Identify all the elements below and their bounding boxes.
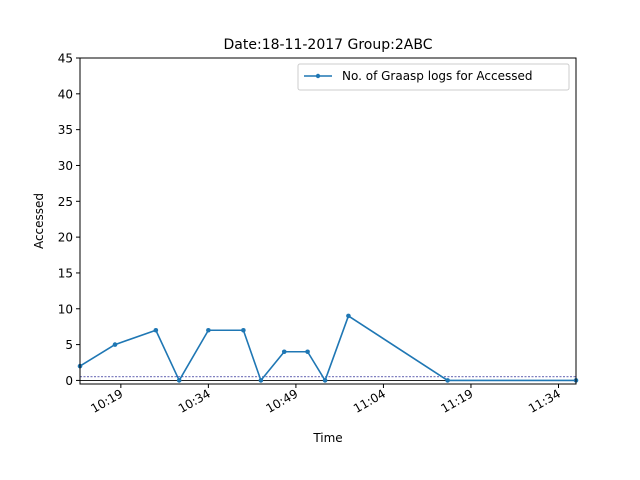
data-point-11 bbox=[445, 378, 450, 383]
y-tick-label: 15 bbox=[58, 266, 73, 280]
y-tick-label: 30 bbox=[58, 159, 73, 173]
legend-point-marker bbox=[315, 73, 321, 79]
y-tick-label: 20 bbox=[58, 231, 73, 245]
data-point-5 bbox=[241, 327, 246, 333]
y-tick-label: 40 bbox=[58, 87, 73, 101]
data-point-1 bbox=[112, 342, 118, 347]
legend-box bbox=[297, 63, 570, 91]
plot-frame bbox=[79, 57, 577, 385]
x-axis-label: Time bbox=[312, 431, 342, 445]
chart-title: Date:18-11-2017 Group:2ABC bbox=[224, 37, 433, 53]
y-axis-label: Accessed bbox=[32, 193, 46, 249]
data-point-9 bbox=[322, 378, 328, 383]
y-tick-label: 5 bbox=[65, 338, 73, 352]
y-tick-label: 45 bbox=[58, 52, 73, 66]
data-point-2 bbox=[153, 327, 159, 333]
legend-entry: No. of Graasp logs for Accessed bbox=[342, 69, 533, 83]
y-axis: 0 5 10 15 20 25 30 35 40 45 bbox=[58, 52, 80, 388]
y-tick-label: 10 bbox=[58, 302, 73, 316]
y-tick-label: 0 bbox=[65, 374, 73, 388]
data-point-7 bbox=[281, 349, 287, 355]
y-tick-label: 35 bbox=[58, 123, 73, 137]
data-point-8 bbox=[305, 349, 310, 355]
data-point-6 bbox=[258, 378, 264, 383]
legend: No. of Graasp logs for Accessed bbox=[297, 63, 570, 91]
data-point-10 bbox=[346, 313, 351, 319]
plot-area bbox=[80, 58, 576, 384]
y-tick-label: 25 bbox=[58, 195, 73, 209]
data-point-3 bbox=[176, 378, 182, 383]
data-point-4 bbox=[206, 327, 211, 333]
series-layer bbox=[77, 313, 579, 383]
